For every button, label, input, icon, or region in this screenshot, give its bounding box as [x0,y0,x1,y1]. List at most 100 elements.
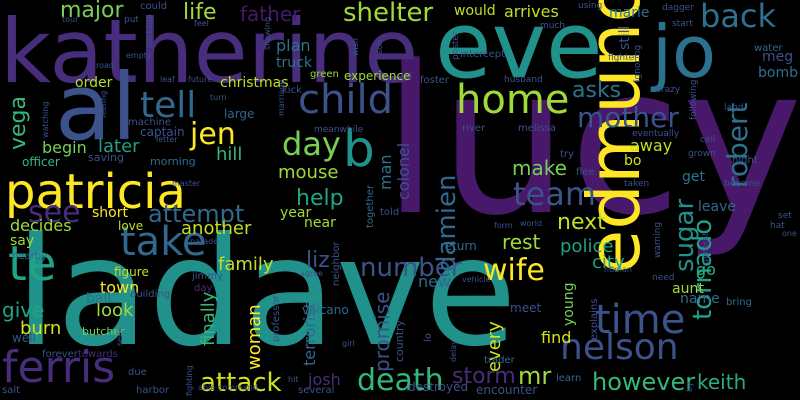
word-bomb: bomb [758,65,798,81]
word-eventually: eventually [632,129,680,139]
word-man: man [376,154,395,190]
word-truck: truck [276,55,312,71]
word-letter: letter [156,135,178,144]
word-major: major [60,0,124,23]
word-liz: liz [306,248,330,273]
word-feeling: feeling [99,90,108,118]
word-katherine: katherine [0,0,419,103]
word-get: get [682,169,705,185]
word-te: te [8,236,57,292]
word-hill: hill [216,144,243,165]
word-could: could [140,1,168,12]
word-dagger: dagger [662,3,694,13]
word-destroyed: destroyed [408,380,469,394]
word-patricia: patricia [5,164,186,220]
word-vega: vega [6,95,31,150]
word-several: several [298,385,335,396]
word-mouse: mouse [278,162,339,183]
word-fighter: fighter [608,53,638,63]
word-water: water [754,43,783,54]
word-captain: captain [140,125,185,139]
word-take: take [120,219,207,265]
word-encounter: encounter [476,383,538,397]
word-by: by [685,382,694,392]
word-flee: flee [576,167,595,178]
word-meanwhile: meanwhile [314,125,364,135]
word-year: year [280,205,312,221]
word-using: using [578,1,603,11]
word-taken: taken [624,179,650,189]
word-officer: officer [22,155,60,169]
word-number: number [360,253,462,283]
word-able: able [198,383,216,392]
word-put: put [124,15,139,25]
word-meet: meet [510,301,542,315]
word-much: much [540,21,566,31]
word-eve: eve [435,0,603,99]
word-al: al [55,54,137,161]
word-learn: learn [556,373,582,384]
word-return: return [440,239,477,253]
word-son: son [375,39,384,54]
word-team: team [513,175,597,213]
word-agree: agree [300,269,323,278]
word-vehicle: vehicle [462,275,491,284]
word-near: near [304,215,336,231]
word-human: human [604,265,632,274]
word-robert: robert [721,102,754,188]
word-delay: delay [449,340,458,362]
word-nelson: nelson [560,327,679,368]
word-command: command [218,383,258,392]
word-tour: tour [62,15,79,24]
word-package: package [145,14,154,48]
word-bring: bring [726,297,752,308]
word-told: told [380,207,400,218]
word-wife: wife [483,253,545,288]
word-death: death [357,363,444,398]
word-large: large [224,107,255,121]
word-forever: forever [42,349,78,360]
word-professor: professor [271,295,282,342]
word-nearby: nearby [12,251,47,262]
word-general: general [701,233,710,264]
word-future: future [188,75,213,84]
word-burn: burn [20,318,62,339]
word-say: say [10,233,35,249]
word-rest: rest [502,230,541,254]
word-time: time [595,297,686,343]
word-need: need [652,273,675,283]
word-mother: mother [577,101,679,134]
word-lo: lo [423,333,434,342]
word-wish: wish [351,37,360,56]
word-marie: marie [609,5,650,21]
word-following: following [689,79,699,120]
word-set: set [778,211,792,221]
word-salt: salt [2,385,21,396]
word-volcano: volcano [302,303,349,317]
word-father: father [240,2,301,26]
word-family: family [218,254,274,275]
word-b: b [343,120,375,178]
word-due: due [128,367,147,378]
word-keith: keith [697,370,747,394]
word-towards: towards [78,349,118,360]
word-poster: poster [451,31,461,60]
word-neighbor: neighbor [331,241,342,286]
word-experience: experience [344,69,411,83]
word-love: love [118,219,144,233]
word-away: away [630,136,673,155]
word-look: look [96,300,134,321]
word-bo: bo [624,153,642,169]
word-grown: grown [688,149,716,159]
word-shelter: shelter [343,0,434,28]
word-seek: seek [115,327,124,346]
word-machine: machine [128,117,171,128]
word-master: master [172,179,201,188]
word-woman: woman [244,304,265,370]
word-order: order [75,75,113,91]
word-still: still [617,25,633,50]
word-promise: promise [370,291,394,372]
word-feel: feel [194,19,209,28]
word-butcher: butcher [82,325,125,338]
